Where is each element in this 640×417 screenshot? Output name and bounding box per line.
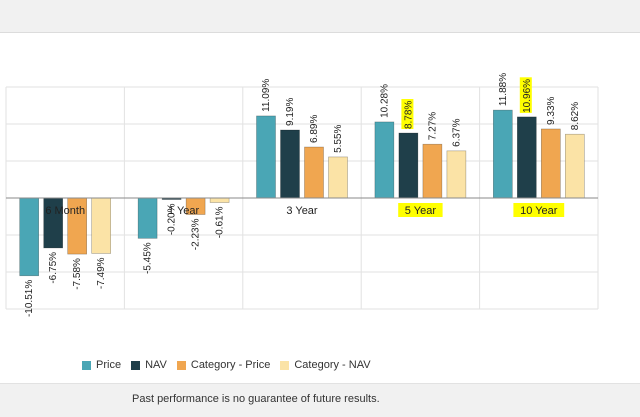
value-label: 9.33% <box>546 96 557 124</box>
value-label: 5.55% <box>333 124 344 152</box>
bar <box>137 197 158 239</box>
legend-swatch <box>280 360 290 370</box>
category-label: 3 Year <box>286 205 318 217</box>
legend-swatch <box>131 360 141 370</box>
value-label: -0.20% <box>167 203 178 235</box>
value-label: -2.23% <box>191 218 202 250</box>
category-label: 10 Year <box>520 205 558 217</box>
bar <box>516 116 537 199</box>
category-label-highlight <box>398 203 443 217</box>
value-label: 8.78% <box>403 101 414 129</box>
chart-svg: -10.51% -6.75% -7.58% -7.49% 6 Month -5.45% -0… <box>5 73 599 317</box>
value-label: -0.61% <box>215 206 226 238</box>
legend-swatch <box>176 360 186 370</box>
performance-chart: -10.51% -6.75% -7.58% -7.49% 6 Month -5.45% -0… <box>0 32 640 382</box>
value-label: -7.58% <box>72 258 83 290</box>
value-label: 11.09% <box>261 79 272 112</box>
value-label: 6.89% <box>309 115 320 143</box>
legend-swatch <box>82 360 91 370</box>
category-label: 1 Year <box>168 205 200 217</box>
value-label: 10.96% <box>522 79 533 113</box>
legend-item[interactable]: NAV <box>131 359 167 371</box>
value-label: 9.19% <box>285 98 296 126</box>
value-label: -10.51% <box>24 280 35 317</box>
category-label: 5 Year <box>405 205 437 217</box>
legend-item[interactable]: Price <box>82 359 121 371</box>
top-toolbar-strip <box>0 0 640 33</box>
bar <box>19 197 40 277</box>
bar <box>91 197 111 254</box>
value-label: -6.75% <box>48 252 59 284</box>
bar <box>374 121 395 199</box>
value-label-highlight <box>401 99 414 130</box>
value-label: 11.88% <box>498 73 509 106</box>
chart-legend: Price NAV Category - Price Category - NAV <box>82 357 371 373</box>
bar <box>446 150 467 199</box>
legend-label: NAV <box>145 359 167 371</box>
bar <box>492 109 513 199</box>
disclaimer-text: Past performance is no guarantee of futu… <box>132 393 380 405</box>
bar <box>540 128 561 199</box>
bar <box>564 133 585 199</box>
value-label-highlight <box>519 77 532 113</box>
bar <box>280 129 300 199</box>
legend-label: Price <box>96 359 122 371</box>
legend-item[interactable]: Category - Price <box>176 359 271 371</box>
legend-label: Category - Price <box>190 359 271 371</box>
legend-label: Category - NAV <box>294 359 371 371</box>
value-label: 6.37% <box>451 118 462 146</box>
value-label: 8.62% <box>570 102 581 130</box>
bar <box>398 132 419 199</box>
footer-bar: Past performance is no guarantee of futu… <box>0 383 640 417</box>
value-label: -5.45% <box>143 242 154 274</box>
bar <box>422 143 443 199</box>
category-label: 6 Month <box>45 205 85 217</box>
value-label: 7.27% <box>427 112 438 140</box>
bar <box>209 197 230 203</box>
bar <box>328 156 348 199</box>
value-label: 10.28% <box>379 84 390 118</box>
legend-item[interactable]: Category - NAV <box>280 359 371 371</box>
bar <box>256 115 276 199</box>
value-label: -7.49% <box>96 257 107 289</box>
bar <box>304 146 324 199</box>
category-label-highlight <box>513 203 565 217</box>
